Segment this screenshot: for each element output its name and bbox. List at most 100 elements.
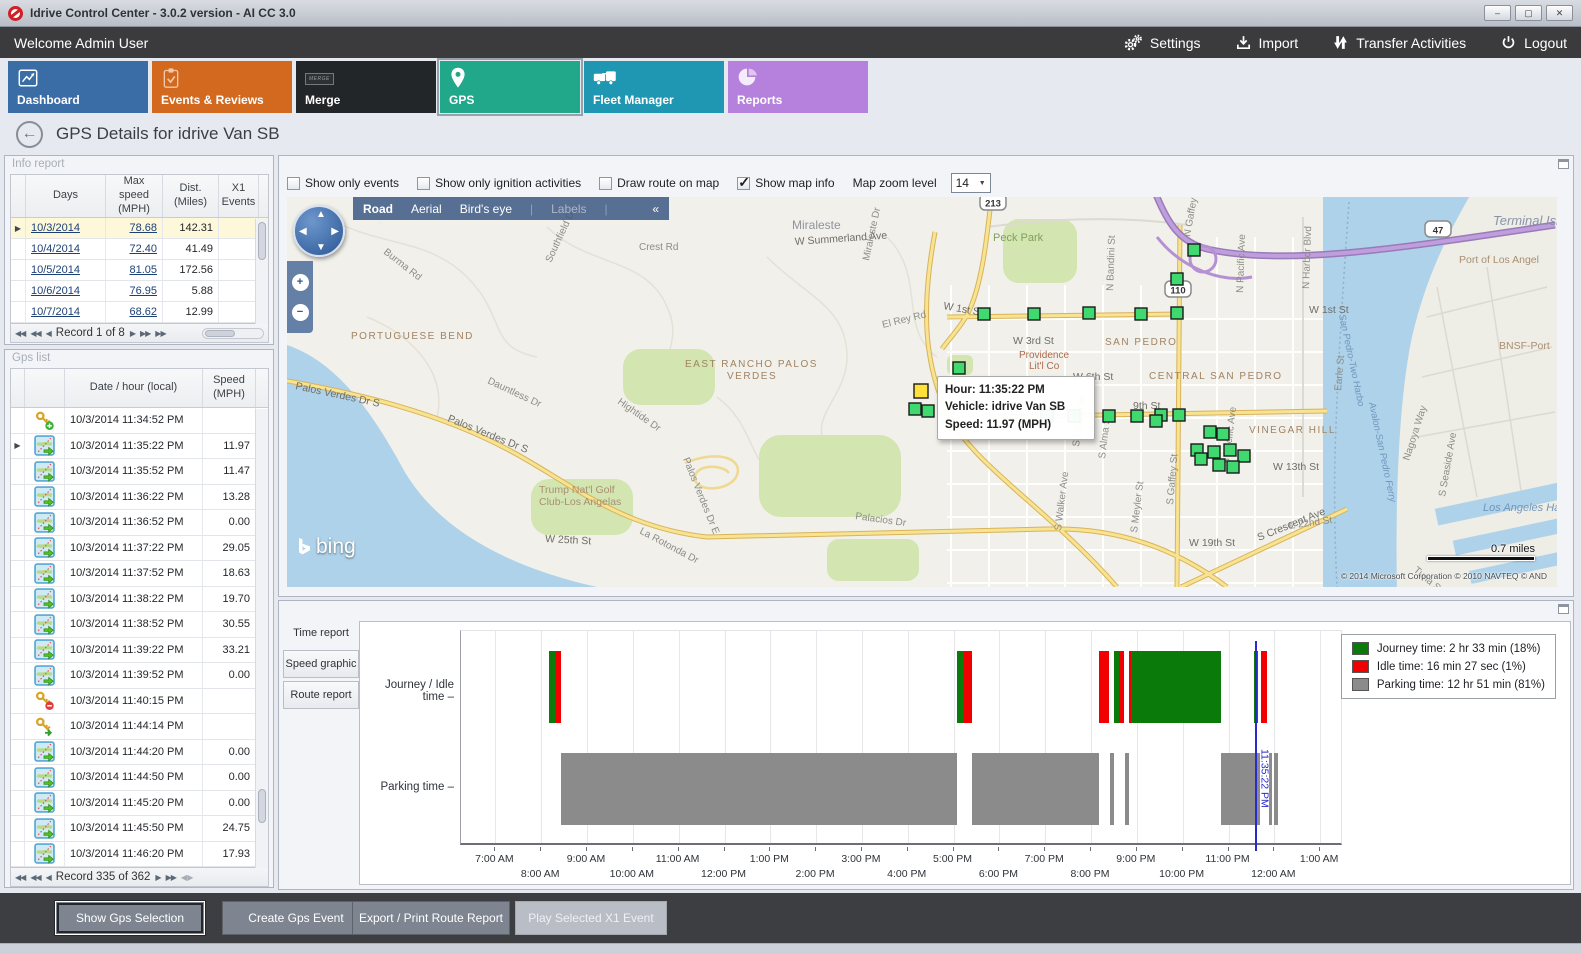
import-button[interactable]: Import bbox=[1235, 34, 1298, 51]
pager-prev-button[interactable]: ◀ bbox=[45, 328, 52, 338]
zoom-out-button[interactable]: − bbox=[291, 303, 309, 321]
table-row[interactable]: 10/3/2014 11:35:52 PM 11.47 bbox=[11, 459, 268, 485]
show-gps-selection-button[interactable]: Show Gps Selection bbox=[55, 901, 205, 935]
tile-events-reviews[interactable]: Events & Reviews bbox=[152, 61, 292, 113]
table-row[interactable]: ▶ 10/3/2014 78.68 142.31 bbox=[11, 218, 268, 239]
pager-fast-next-button[interactable]: ▶▶ bbox=[139, 328, 151, 338]
pan-left-icon[interactable]: ◀ bbox=[299, 226, 307, 237]
tile-dashboard[interactable]: Dashboard bbox=[8, 61, 148, 113]
map-view-labels[interactable]: Labels bbox=[551, 201, 587, 216]
gps-point-marker[interactable] bbox=[908, 402, 922, 416]
gps-point-marker[interactable] bbox=[921, 404, 935, 418]
idle-bar[interactable] bbox=[556, 651, 561, 723]
gps-point-marker[interactable] bbox=[1170, 272, 1184, 286]
journey-bar[interactable] bbox=[1113, 651, 1120, 723]
gps-point-marker[interactable] bbox=[1134, 307, 1148, 321]
gps-point-marker[interactable] bbox=[1172, 408, 1186, 422]
gps-point-marker[interactable] bbox=[1102, 409, 1116, 423]
pager-next-button[interactable]: ▶ bbox=[129, 328, 136, 338]
column-header[interactable]: Speed (MPH) bbox=[203, 369, 256, 407]
pager-prev-button[interactable]: ◀ bbox=[45, 872, 52, 882]
selected-gps-marker[interactable] bbox=[913, 383, 929, 399]
gps-point-marker[interactable] bbox=[1203, 425, 1217, 439]
cell-max-speed[interactable]: 68.62 bbox=[106, 302, 163, 322]
gps-point-marker[interactable] bbox=[1027, 307, 1041, 321]
column-header[interactable]: Days bbox=[26, 175, 106, 217]
table-row[interactable]: 10/6/2014 76.95 5.88 bbox=[11, 281, 268, 302]
checkbox-draw-route-on-map[interactable]: Draw route on map bbox=[599, 176, 719, 190]
pager-hscrollbar[interactable] bbox=[202, 327, 264, 339]
pager-fast-next-button[interactable]: ▶▶ bbox=[165, 872, 177, 882]
pager-fast-prev-button[interactable]: ◀◀ bbox=[30, 328, 41, 338]
table-row[interactable]: 10/3/2014 11:39:22 PM 33.21 bbox=[11, 637, 268, 663]
pan-right-icon[interactable]: ▶ bbox=[331, 226, 339, 237]
checkbox-icon[interactable] bbox=[417, 176, 431, 190]
table-row[interactable]: 10/4/2014 72.40 41.49 bbox=[11, 239, 268, 260]
map-view-bird-s-eye[interactable]: Bird's eye bbox=[459, 201, 512, 216]
pager-hscrollbar[interactable]: ◀ ▶ bbox=[180, 872, 193, 882]
tile-reports[interactable]: Reports bbox=[728, 61, 868, 113]
gps-point-marker[interactable] bbox=[1187, 243, 1201, 257]
viewbar-collapse-button[interactable]: « bbox=[652, 201, 659, 216]
table-row[interactable]: 10/3/2014 11:38:22 PM 19.70 bbox=[11, 586, 268, 612]
parking-bar[interactable] bbox=[971, 753, 1099, 825]
maximize-button[interactable]: ▢ bbox=[1515, 5, 1542, 21]
gps-point-marker[interactable] bbox=[1149, 414, 1163, 428]
pager-last-button[interactable]: ▶▶ bbox=[155, 328, 166, 338]
table-row[interactable]: 10/5/2014 81.05 172.56 bbox=[11, 260, 268, 281]
cell-days[interactable]: 10/3/2014 bbox=[26, 218, 106, 238]
journey-bar[interactable] bbox=[1131, 651, 1221, 723]
table-row[interactable]: 10/3/2014 11:36:52 PM 0.00 bbox=[11, 510, 268, 536]
gps-table-scrollbar[interactable] bbox=[255, 409, 268, 868]
gps-point-marker[interactable] bbox=[952, 361, 966, 375]
table-row[interactable]: 10/3/2014 11:44:20 PM 0.00 bbox=[11, 739, 268, 765]
gps-point-marker[interactable] bbox=[1216, 427, 1230, 441]
zoom-in-button[interactable]: + bbox=[291, 273, 309, 291]
checkbox-show-only-ignition-activities[interactable]: Show only ignition activities bbox=[417, 176, 581, 190]
checkbox-icon[interactable] bbox=[287, 176, 300, 190]
cell-days[interactable]: 10/5/2014 bbox=[26, 260, 106, 280]
gps-point-marker[interactable] bbox=[1226, 460, 1240, 474]
cell-max-speed[interactable]: 72.40 bbox=[106, 239, 163, 259]
column-header[interactable]: Date / hour (local) bbox=[65, 369, 203, 407]
table-row[interactable]: 10/3/2014 11:45:50 PM 24.75 bbox=[11, 816, 268, 842]
tile-fleet-manager[interactable]: Fleet Manager bbox=[584, 61, 724, 113]
tile-merge[interactable]: MERGE Merge bbox=[296, 61, 436, 113]
table-row[interactable]: 10/3/2014 11:37:52 PM 18.63 bbox=[11, 561, 268, 587]
panel-collapse-icon[interactable] bbox=[1558, 159, 1569, 169]
parking-bar[interactable] bbox=[560, 753, 958, 825]
map-zoom-select[interactable]: 14 ▼ bbox=[950, 173, 991, 193]
gps-point-marker[interactable] bbox=[1237, 449, 1251, 463]
info-table-scrollbar[interactable] bbox=[255, 219, 268, 325]
checkbox-icon[interactable] bbox=[599, 176, 613, 190]
table-row[interactable]: 10/3/2014 11:34:52 PM bbox=[11, 408, 268, 434]
journey-bar[interactable] bbox=[957, 651, 964, 723]
idle-bar[interactable] bbox=[963, 651, 972, 723]
gps-point-marker[interactable] bbox=[1082, 306, 1096, 320]
export-print-route-report-button[interactable]: Export / Print Route Report bbox=[352, 901, 510, 935]
panel-collapse-icon[interactable] bbox=[1558, 604, 1569, 614]
pan-up-icon[interactable]: ▲ bbox=[316, 209, 326, 220]
gps-point-marker[interactable] bbox=[1207, 445, 1221, 459]
idle-bar[interactable] bbox=[1119, 651, 1125, 723]
gps-point-marker[interactable] bbox=[1170, 306, 1184, 320]
column-header[interactable]: Dist. (Miles) bbox=[163, 175, 219, 217]
checkbox-show-only-events[interactable]: Show only events bbox=[287, 176, 399, 190]
table-row[interactable]: 10/3/2014 11:37:22 PM 29.05 bbox=[11, 535, 268, 561]
table-row[interactable]: 10/3/2014 11:39:52 PM 0.00 bbox=[11, 663, 268, 689]
pager-next-button[interactable]: ▶ bbox=[155, 872, 161, 882]
transfer-activities-button[interactable]: Transfer Activities bbox=[1332, 34, 1466, 51]
table-row[interactable]: 10/3/2014 11:36:22 PM 13.28 bbox=[11, 484, 268, 510]
idle-bar[interactable] bbox=[1261, 651, 1268, 723]
map-pan-compass[interactable]: ▲ ▼ ◀ ▶ bbox=[293, 205, 345, 257]
parking-bar[interactable] bbox=[1220, 753, 1260, 825]
cell-max-speed[interactable]: 78.68 bbox=[106, 218, 163, 238]
table-row[interactable]: 10/3/2014 11:38:52 PM 30.55 bbox=[11, 612, 268, 638]
cell-days[interactable]: 10/7/2014 bbox=[26, 302, 106, 322]
checkbox-show-map-info[interactable]: Show map info bbox=[737, 174, 835, 191]
checkbox-icon[interactable] bbox=[737, 174, 751, 191]
table-row[interactable]: 10/3/2014 11:44:50 PM 0.00 bbox=[11, 765, 268, 791]
close-button[interactable]: ✕ bbox=[1546, 5, 1573, 21]
create-gps-event-button[interactable]: Create Gps Event bbox=[222, 901, 370, 935]
table-row[interactable]: 10/3/2014 11:44:14 PM bbox=[11, 714, 268, 740]
